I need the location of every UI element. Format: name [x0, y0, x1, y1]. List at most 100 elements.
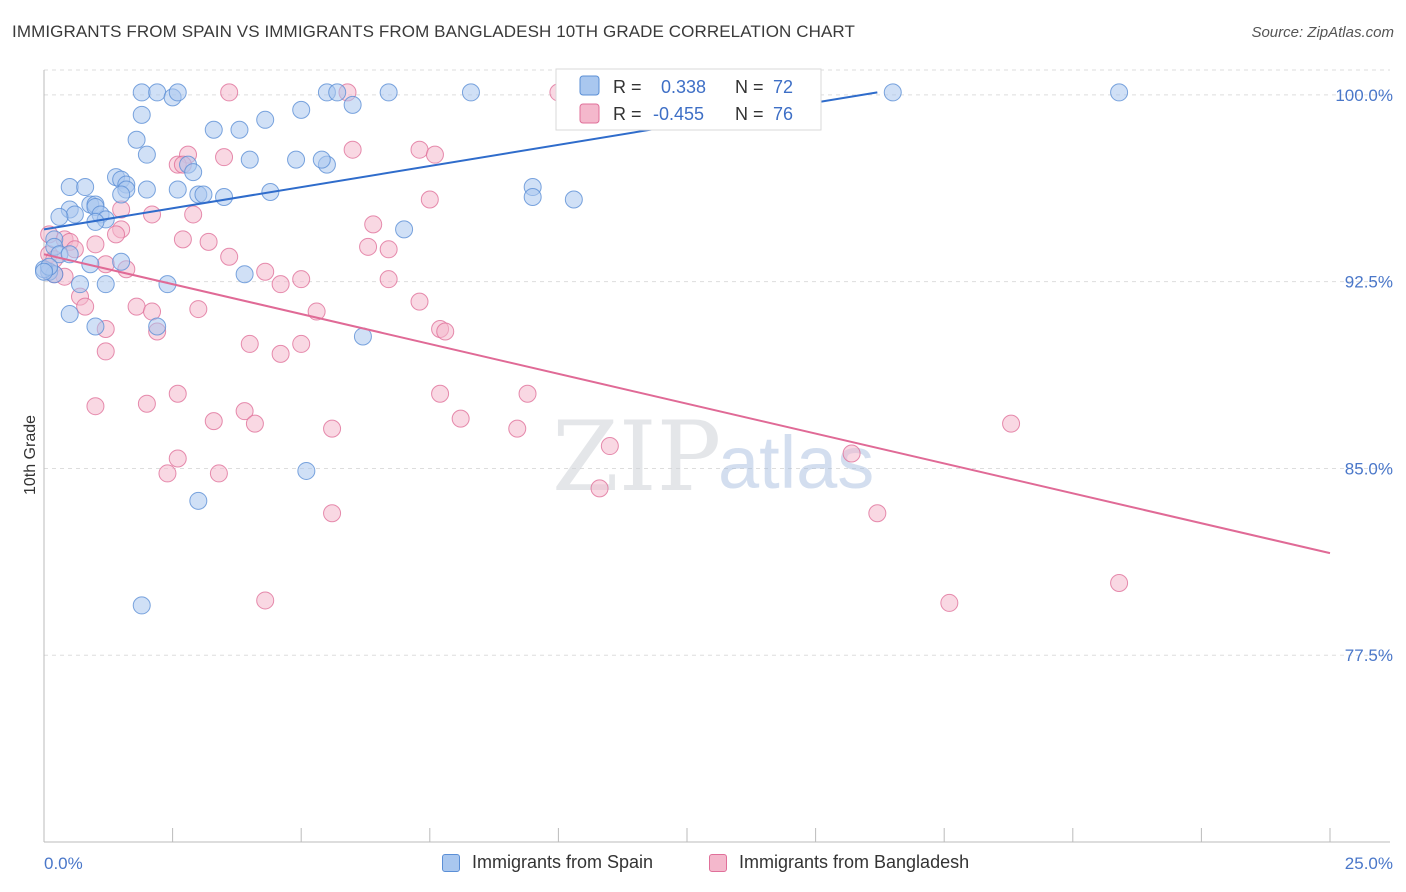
bangladesh-point — [868, 504, 887, 523]
spain-point — [204, 120, 223, 139]
bangladesh-point — [204, 412, 223, 431]
bangladesh-point — [137, 394, 156, 413]
stats-n-value-bangladesh: 76 — [773, 104, 793, 124]
spain-point — [112, 252, 131, 271]
bangladesh-point — [184, 205, 203, 224]
bangladesh-points — [40, 83, 1129, 612]
axes — [43, 70, 1390, 843]
spain-point — [132, 596, 151, 615]
bangladesh-point — [107, 225, 126, 244]
bangladesh-point — [518, 384, 537, 403]
spain-point — [1110, 83, 1129, 102]
bangladesh-point — [590, 479, 609, 498]
bangladesh-point — [220, 83, 239, 102]
legend-item-spain[interactable]: Immigrants from Spain — [442, 852, 653, 873]
bangladesh-point — [96, 342, 115, 361]
bangladesh-point — [86, 235, 105, 254]
spain-point — [132, 105, 151, 124]
stats-legend-box: R = 0.338 N = 72 R = -0.455 N = 76 — [555, 68, 822, 131]
spain-point — [148, 83, 167, 102]
bangladesh-point — [292, 334, 311, 353]
spain-point — [112, 185, 131, 204]
legend-label-bangladesh: Immigrants from Bangladesh — [739, 852, 970, 872]
spain-point — [76, 178, 95, 197]
bangladesh-point — [379, 270, 398, 289]
bangladesh-point — [143, 302, 162, 321]
y-tick-label: 100.0% — [1335, 86, 1393, 105]
x-tick-label: 25.0% — [1345, 854, 1393, 873]
chart-title: IMMIGRANTS FROM SPAIN VS IMMIGRANTS FROM… — [12, 22, 855, 41]
bangladesh-point — [240, 334, 259, 353]
legend-label-spain: Immigrants from Spain — [472, 852, 654, 872]
spain-point — [379, 83, 398, 102]
bangladesh-point — [940, 593, 959, 612]
bangladesh-point — [1002, 414, 1021, 433]
spain-point — [189, 491, 208, 510]
bangladesh-point — [420, 190, 439, 209]
spain-point — [60, 178, 79, 197]
spain-point — [50, 207, 69, 226]
bangladesh-point — [323, 504, 342, 523]
spain-point — [240, 150, 259, 169]
spain-point — [127, 130, 146, 149]
bangladesh-point — [256, 262, 275, 281]
spain-point — [132, 83, 151, 102]
legend-swatch-bangladesh — [709, 853, 727, 872]
spain-point — [184, 163, 203, 182]
bangladesh-point — [256, 591, 275, 610]
bangladesh-point — [410, 140, 429, 159]
spain-point — [297, 461, 316, 480]
spain-point — [256, 110, 275, 129]
spain-point — [137, 180, 156, 199]
source-label: Source: ZipAtlas.com — [1251, 24, 1394, 41]
stats-swatch-bangladesh — [579, 103, 600, 124]
spain-point — [168, 83, 187, 102]
legend-item-bangladesh[interactable]: Immigrants from Bangladesh — [709, 852, 969, 873]
bangladesh-point — [215, 148, 234, 167]
bangladesh-point — [292, 270, 311, 289]
spain-point — [86, 317, 105, 336]
bangladesh-point — [410, 292, 429, 311]
spain-point — [137, 145, 156, 164]
spain-point — [287, 150, 306, 169]
bangladesh-point — [508, 419, 527, 438]
bangladesh-point — [431, 384, 450, 403]
stats-r-label-bangladesh: R = — [613, 104, 642, 124]
bangladesh-point — [436, 322, 455, 341]
bangladesh-point — [173, 230, 192, 249]
spain-point — [194, 185, 213, 204]
stats-n-value-spain: 72 — [773, 77, 793, 97]
bangladesh-point — [600, 437, 619, 456]
chart-legend: Immigrants from Spain Immigrants from Ba… — [0, 848, 1406, 880]
spain-point — [564, 190, 583, 209]
stats-r-label-spain: R = — [613, 77, 642, 97]
spain-point — [71, 275, 90, 294]
bangladesh-point — [451, 409, 470, 428]
bangladesh-point — [199, 232, 218, 251]
bangladesh-point — [168, 449, 187, 468]
y-tick-label: 92.5% — [1345, 273, 1393, 292]
bangladesh-point — [76, 297, 95, 316]
bangladesh-point — [425, 145, 444, 164]
spain-point — [215, 188, 234, 207]
bangladesh-point — [271, 275, 290, 294]
spain-point — [35, 262, 53, 281]
bangladesh-point — [1110, 574, 1129, 593]
y-axis-label: 10th Grade — [22, 415, 39, 495]
bangladesh-point — [245, 414, 264, 433]
stats-r-value-spain: 0.338 — [661, 77, 706, 97]
bangladesh-point — [143, 205, 162, 224]
spain-point — [65, 205, 84, 224]
watermark-zip: ZIP — [552, 401, 721, 513]
stats-n-label-bangladesh: N = — [735, 104, 764, 124]
stats-swatch-spain — [579, 75, 600, 96]
bangladesh-point — [364, 215, 383, 234]
bangladesh-point — [343, 140, 362, 159]
spain-point — [230, 120, 249, 139]
spain-point — [883, 83, 902, 102]
spain-point — [292, 100, 311, 119]
spain-point — [461, 83, 480, 102]
bangladesh-point — [359, 237, 378, 256]
stats-r-value-bangladesh: -0.455 — [653, 104, 704, 124]
spain-point — [312, 150, 331, 169]
